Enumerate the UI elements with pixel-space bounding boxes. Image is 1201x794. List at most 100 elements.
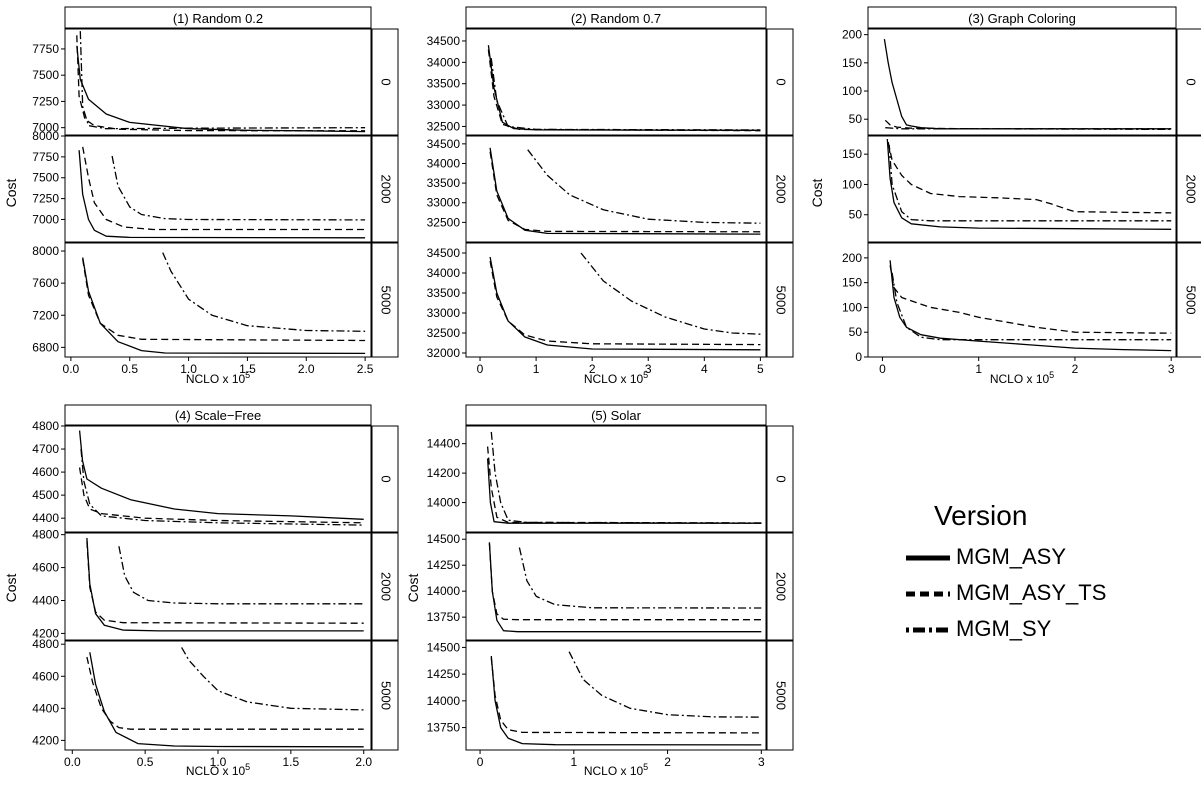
panel-2-facet-2000-plot-area: [465, 135, 767, 243]
panel-2-facet-2000-ytick-label: 32500: [427, 215, 461, 229]
panel-4-facet-5000-plot-area: [64, 640, 372, 751]
panel-3-xlabel-text: NCLO x 10: [990, 372, 1050, 386]
panel-5-xtick-label: 0: [477, 755, 484, 769]
panel-3-facet-2000-strip: [1176, 135, 1201, 243]
panel-1-facet-0-ytick-label: 7500: [32, 68, 59, 82]
panel-2-facet-2000-strip-label: 2000: [774, 175, 789, 204]
panel-2-xtick-label: 3: [645, 362, 652, 376]
panel-4-title-strip: [64, 404, 372, 426]
panel-5-ylabel: Cost: [405, 574, 421, 603]
panel-3-facet-2000-ytick-label: 100: [842, 177, 862, 191]
panel-4-title: (4) Scale−Free: [175, 408, 261, 423]
panel-5-facet-2000-ytick-label: 14500: [427, 532, 461, 546]
panel-1-facet-5000-ytick-label: 6800: [32, 340, 59, 354]
panel-4-xlabel: NCLO x 105: [186, 762, 250, 778]
panel-4-facet-2000-line-mgm-asy: [86, 537, 364, 632]
panel-3-facet-5000-strip-label: 5000: [1184, 286, 1199, 315]
panel-5-facet-5000-line-mgm-asy: [490, 655, 762, 746]
panel-2-facet-5000-line-mgm-asy: [489, 256, 761, 351]
panel-3-facet-5000-line-mgm-asy: [889, 260, 1172, 352]
panel-2-facet-0-ytick-label: 34000: [427, 55, 461, 69]
panel-3-facet-0-line-mgm-sy: [885, 127, 1172, 131]
panel-1-facet-2000-ytick-label: 7000: [32, 212, 59, 226]
panel-1-xlabel-exponent: 5: [245, 370, 250, 380]
panel-4-facet-0-line-mgm-asy: [78, 430, 364, 520]
panel-2-facet-2000-line-mgm-sy: [527, 149, 761, 224]
panel-3-facet-2000-line-mgm-sy: [888, 145, 1172, 222]
panel-2-facet-0-ytick-label: 32500: [427, 119, 461, 133]
legend-swatch-dotdash: [906, 627, 950, 633]
panel-4-xtick-label: 1.5: [283, 755, 300, 769]
panel-3-facet-2000-line-mgm-asy-ts: [887, 141, 1172, 214]
panel-4-xtick-label: 0.0: [64, 755, 81, 769]
panel-5-facet-5000-line-mgm-sy: [568, 651, 762, 718]
panel-1-facet-0-ytick-label: 7750: [32, 42, 59, 56]
panel-3-xtick-label: 1: [975, 362, 982, 376]
panel-4-ylabel: Cost: [3, 574, 19, 603]
panel-2-facet-0-strip-label: 0: [774, 78, 789, 85]
panel-3-facet-5000-plot-area: [867, 242, 1177, 358]
panel-4-facet-2000-strip-label: 2000: [379, 572, 394, 601]
panel-4-xtick-label: 1.0: [210, 755, 227, 769]
panel-5-facet-0-strip: [766, 425, 794, 533]
panel-3-facet-5000-strip: [1176, 242, 1201, 358]
panel-2-facet-2000-strip: [766, 135, 794, 243]
panel-1-facet-2000-line-mgm-sy: [111, 155, 366, 221]
panel-3-title: (3) Graph Coloring: [968, 11, 1076, 26]
panel-1-facet-5000-ytick-label: 7200: [32, 308, 59, 322]
panel-1-facet-5000-ytick-label: 8000: [32, 244, 59, 258]
panel-1-facet-2000-plot-area: [64, 135, 372, 243]
panel-1-facet-5000-line-mgm-asy-ts: [82, 258, 366, 342]
panel-4-facet-2000-ytick-label: 4400: [32, 593, 59, 607]
panel-2-facet-0-ytick-label: 34500: [427, 34, 461, 48]
panel-1-facet-2000-line-mgm-asy-ts: [82, 146, 366, 231]
legend-item-mgm-asy-ts: MGM_ASY_TS: [904, 580, 1194, 608]
panel-1-xtick-label: 0.5: [121, 362, 138, 376]
panel-1-facet-5000-strip-label: 5000: [379, 286, 394, 315]
panel-1-xtick-label: 1.5: [239, 362, 256, 376]
panel-2-xtick-label: 4: [701, 362, 708, 376]
panel-4-facet-2000-ytick-label: 4600: [32, 561, 59, 575]
panel-4-facet-0-line-mgm-asy-ts: [78, 467, 364, 524]
panel-4-facet-0-ytick-label: 4400: [32, 511, 59, 525]
panel-2-facet-5000-plot-area: [465, 242, 767, 358]
panel-1-facet-0-ytick-label: 7250: [32, 94, 59, 108]
panel-4-facet-5000-ytick-label: 4600: [32, 669, 59, 683]
panel-4-facet-0-ytick-label: 4800: [32, 419, 59, 433]
panel-1-facet-2000-line-mgm-asy: [78, 150, 366, 239]
panel-1-xtick-label: 0.0: [63, 362, 80, 376]
panel-2-facet-5000-line-mgm-asy-ts: [489, 260, 761, 346]
panel-5-facet-5000-plot-area: [465, 640, 767, 751]
panel-3-xtick-label: 0: [879, 362, 886, 376]
panel-2-facet-0-ytick-label: 33500: [427, 77, 461, 91]
panel-4-facet-2000-line-mgm-sy: [118, 546, 364, 605]
panel-5-facet-5000-ytick-label: 13750: [427, 721, 461, 735]
panel-4-xtick-label: 2.0: [355, 755, 372, 769]
legend-label-mgm-asy: MGM_ASY: [956, 544, 1067, 569]
panel-2-facet-2000-ytick-label: 34500: [427, 137, 461, 151]
panel-2-xtick-label: 5: [757, 362, 764, 376]
panel-1-facet-2000-strip-label: 2000: [379, 175, 394, 204]
panel-2-xlabel: NCLO x 105: [584, 370, 648, 386]
panel-5-facet-2000-ytick-label: 13750: [427, 610, 461, 624]
panel-3-facet-5000-line-mgm-sy: [891, 272, 1172, 341]
panel-1-facet-0-line-mgm-sy: [79, 31, 366, 130]
panel-2-facet-5000-line-mgm-sy: [580, 252, 761, 335]
panel-3-title-strip: [867, 6, 1177, 29]
panel-5-title-strip: [465, 404, 767, 426]
panel-3-xtick-label: 3: [1168, 362, 1175, 376]
panel-5-facet-0-ytick-label: 14400: [427, 437, 461, 451]
panel-2-facet-5000-ytick-label: 33500: [427, 286, 461, 300]
panel-2-title-strip: [465, 6, 767, 29]
panel-3-facet-5000-ytick-label: 0: [855, 350, 862, 364]
panel-1-title: (1) Random 0.2: [173, 11, 263, 26]
panel-3-facet-0-ytick-label: 50: [849, 112, 863, 126]
legend-label-mgm-sy: MGM_SY: [956, 616, 1052, 641]
panel-1-ylabel: Cost: [3, 179, 19, 208]
panel-1-xlabel-text: NCLO x 10: [186, 372, 246, 386]
panel-3-facet-0-strip-label: 0: [1184, 78, 1199, 85]
panel-5-facet-0-ytick-label: 14200: [427, 466, 461, 480]
panel-1-xtick-label: 2.5: [357, 362, 374, 376]
panel-3-facet-0-plot-area: [867, 28, 1177, 136]
panel-3-xtick-label: 2: [1072, 362, 1079, 376]
